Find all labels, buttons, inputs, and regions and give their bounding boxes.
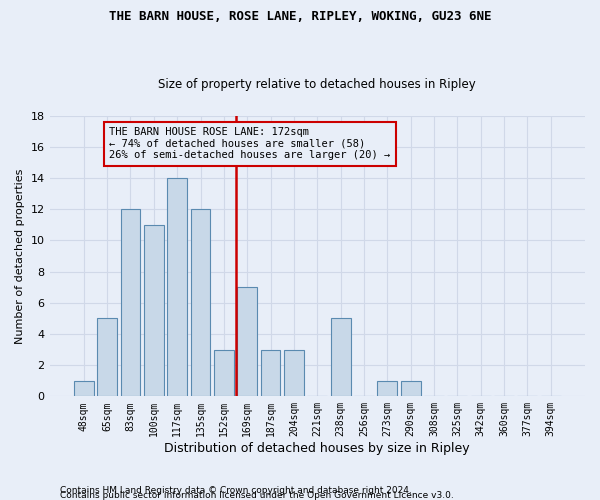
Title: Size of property relative to detached houses in Ripley: Size of property relative to detached ho… xyxy=(158,78,476,91)
X-axis label: Distribution of detached houses by size in Ripley: Distribution of detached houses by size … xyxy=(164,442,470,455)
Y-axis label: Number of detached properties: Number of detached properties xyxy=(15,168,25,344)
Bar xyxy=(331,318,350,396)
Bar xyxy=(144,225,164,396)
Bar xyxy=(74,380,94,396)
Bar xyxy=(121,210,140,396)
Bar xyxy=(167,178,187,396)
Bar xyxy=(284,350,304,397)
Text: THE BARN HOUSE ROSE LANE: 172sqm
← 74% of detached houses are smaller (58)
26% o: THE BARN HOUSE ROSE LANE: 172sqm ← 74% o… xyxy=(109,127,391,160)
Text: THE BARN HOUSE, ROSE LANE, RIPLEY, WOKING, GU23 6NE: THE BARN HOUSE, ROSE LANE, RIPLEY, WOKIN… xyxy=(109,10,491,23)
Bar xyxy=(191,210,211,396)
Bar xyxy=(214,350,234,397)
Bar xyxy=(377,380,397,396)
Text: Contains public sector information licensed under the Open Government Licence v3: Contains public sector information licen… xyxy=(60,491,454,500)
Bar xyxy=(401,380,421,396)
Bar xyxy=(97,318,117,396)
Bar xyxy=(260,350,280,397)
Text: Contains HM Land Registry data © Crown copyright and database right 2024.: Contains HM Land Registry data © Crown c… xyxy=(60,486,412,495)
Bar xyxy=(238,287,257,397)
